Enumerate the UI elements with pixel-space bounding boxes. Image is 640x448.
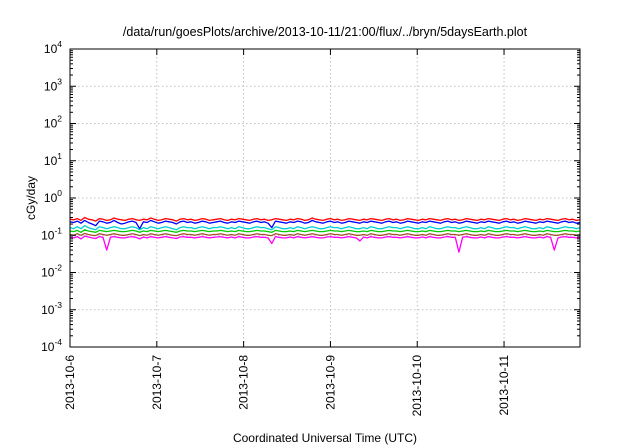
series-line-5 [69, 232, 581, 237]
chart-title: /data/run/goesPlots/archive/2013-10-11/2… [123, 25, 528, 39]
x-tick-label: 2013-10-7 [150, 355, 164, 410]
x-tick-label: 2013-10-10 [410, 355, 424, 417]
y-tick-label: 10-3 [41, 300, 62, 317]
x-tick-label: 2013-10-9 [323, 355, 337, 410]
y-axis-label: cGy/day [24, 176, 38, 220]
y-tick-label: 10-1 [41, 225, 62, 242]
series-line-6 [69, 235, 581, 253]
x-tick-label: 2013-10-11 [497, 355, 511, 416]
y-tick-label: 101 [44, 151, 62, 168]
series-line-1 [69, 216, 581, 222]
series-line-2 [69, 219, 581, 230]
y-tick-label: 102 [44, 114, 62, 131]
y-tick-label: 104 [44, 39, 62, 56]
series-line-3 [69, 225, 581, 231]
y-tick-label: 103 [44, 76, 62, 93]
y-tick-label: 10-2 [41, 263, 62, 280]
x-axis: 2013-10-6 2013-10-7 2013-10-8 2013-10-9 2013… [63, 49, 511, 416]
series-group [69, 216, 581, 253]
grid [70, 49, 580, 347]
series-line-4 [69, 229, 581, 233]
y-tick-label: 100 [44, 188, 62, 205]
y-tick-label: 10-4 [41, 337, 62, 354]
x-tick-label: 2013-10-8 [237, 355, 251, 410]
x-axis-label: Coordinated Universal Time (UTC) [233, 431, 417, 445]
y-axis: 10-4 10-3 10-2 10-1 100 101 102 103 104 [41, 39, 580, 354]
x-tick-label: 2013-10-6 [63, 355, 77, 410]
